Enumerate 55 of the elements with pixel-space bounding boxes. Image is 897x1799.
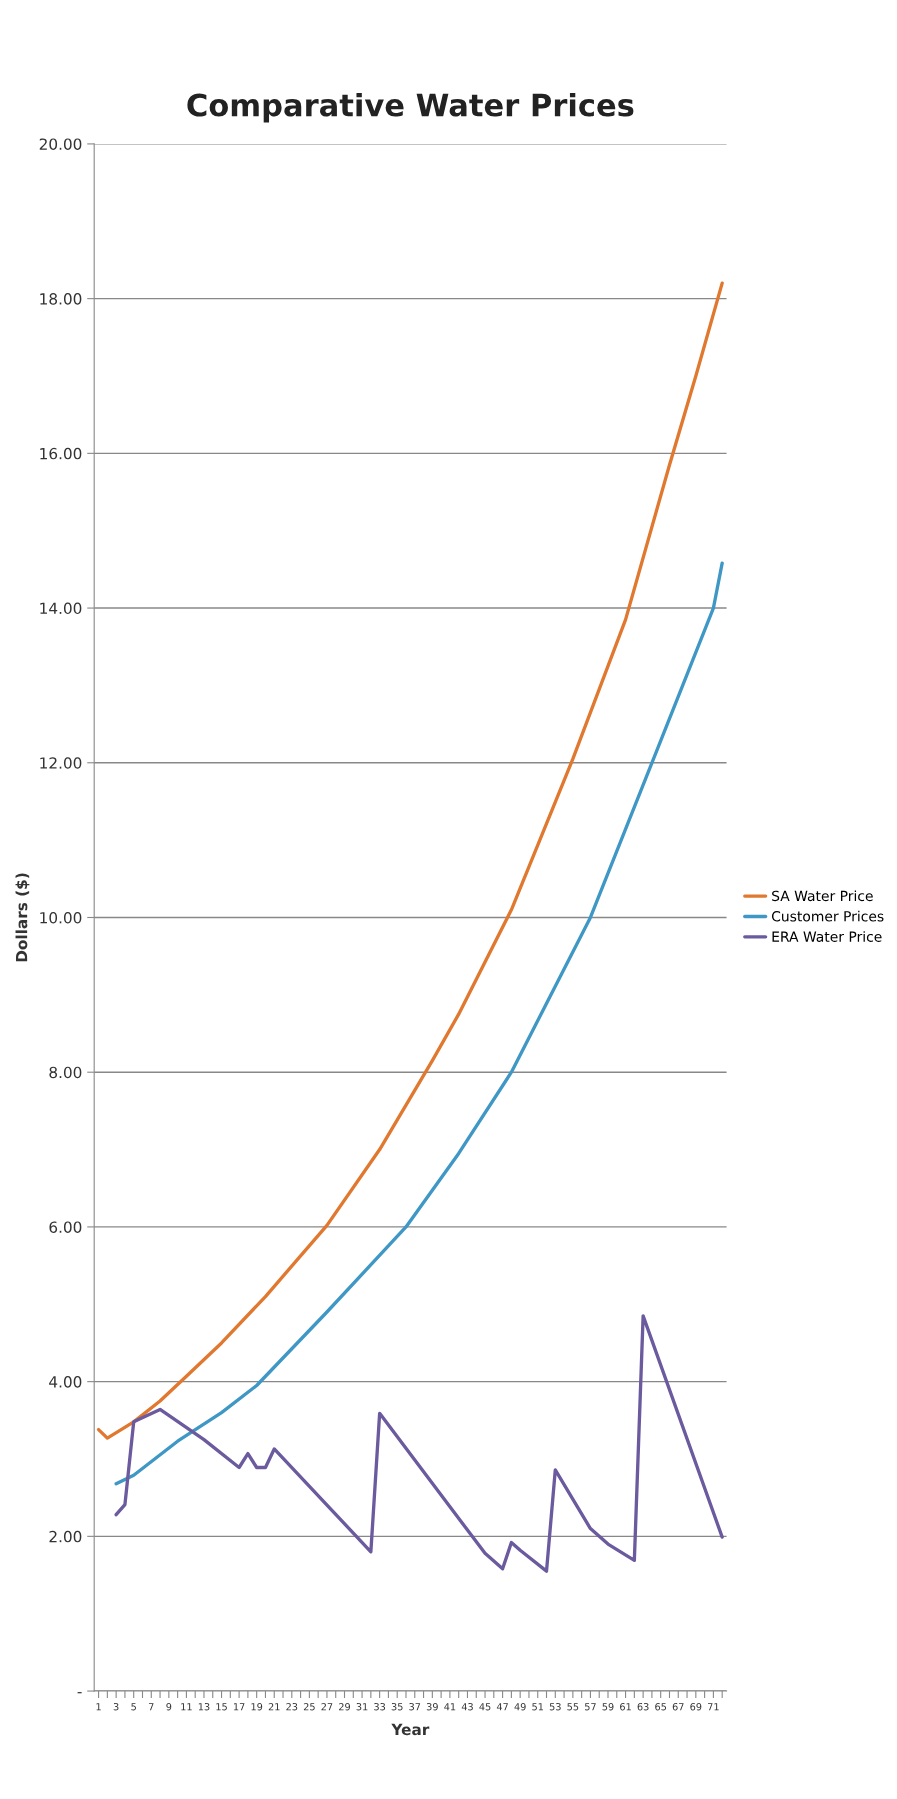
x-tick-label: 1 [96, 1703, 101, 1711]
y-tick-label: 8.00 [49, 1066, 82, 1079]
x-tick-label: 71 [708, 1703, 719, 1711]
x-tick-label: 11 [181, 1703, 192, 1711]
legend-label: ERA Water Price [772, 931, 882, 942]
x-tick-label: 9 [166, 1703, 172, 1711]
x-tick-label: 23 [286, 1703, 298, 1711]
y-tick-label: 20.00 [39, 138, 82, 150]
line-series [114, 561, 724, 1486]
x-tick-label: 37 [409, 1703, 421, 1711]
chart-title: Comparative Water Prices [187, 92, 634, 123]
x-tick-label: 33 [374, 1703, 386, 1711]
x-tick-label: 29 [339, 1703, 351, 1711]
y-tick-label: 14.00 [40, 602, 82, 615]
x-tick-label: 69 [690, 1703, 702, 1711]
y-tick-label: 16.00 [40, 447, 82, 460]
line-series [114, 1314, 724, 1573]
legend-label: SA Water Price [772, 890, 873, 902]
x-tick-label: 47 [496, 1703, 508, 1711]
x-tick-label: 7 [148, 1703, 154, 1711]
y-tick-label: - [77, 1692, 82, 1694]
x-tick-label: 53 [549, 1703, 561, 1711]
x-tick-label: 13 [198, 1703, 210, 1711]
y-tick-label: 4.00 [49, 1376, 82, 1388]
x-tick-label: 51 [532, 1703, 544, 1711]
x-tick-label: 27 [321, 1703, 333, 1711]
x-tick-label: 61 [620, 1703, 631, 1711]
x-tick-label: 39 [426, 1703, 438, 1711]
x-tick-label: 15 [216, 1703, 227, 1711]
x-tick-label: 67 [672, 1703, 684, 1711]
x-tick-label: 25 [303, 1703, 315, 1711]
x-tick-label: 65 [655, 1703, 667, 1711]
y-tick-label: 6.00 [49, 1221, 82, 1233]
x-tick-label: 21 [268, 1703, 280, 1711]
x-tick-label: 49 [514, 1703, 526, 1711]
x-tick-label: 19 [251, 1703, 263, 1711]
x-tick-label: 57 [585, 1703, 596, 1711]
x-tick-label: 43 [461, 1703, 473, 1711]
x-tick-label: 31 [356, 1703, 368, 1711]
x-tick-label: 59 [602, 1703, 614, 1711]
y-axis-title: Dollars ($) [15, 873, 30, 962]
y-tick-label: 12.00 [40, 757, 82, 769]
y-tick-label: 18.00 [40, 293, 82, 305]
x-tick-label: 45 [479, 1703, 491, 1711]
y-tick-label: 10.00 [40, 911, 82, 924]
x-tick-label: 5 [131, 1703, 136, 1711]
x-axis-title: Year [391, 1723, 430, 1736]
legend-label: Customer Prices [771, 910, 884, 922]
y-tick-label: 2.00 [49, 1530, 82, 1543]
x-tick-label: 17 [233, 1703, 245, 1711]
x-tick-label: 63 [637, 1703, 649, 1711]
x-tick-label: 55 [567, 1703, 579, 1711]
x-tick-label: 35 [391, 1703, 403, 1711]
x-tick-label: 41 [444, 1703, 456, 1711]
x-tick-label: 3 [113, 1703, 119, 1711]
